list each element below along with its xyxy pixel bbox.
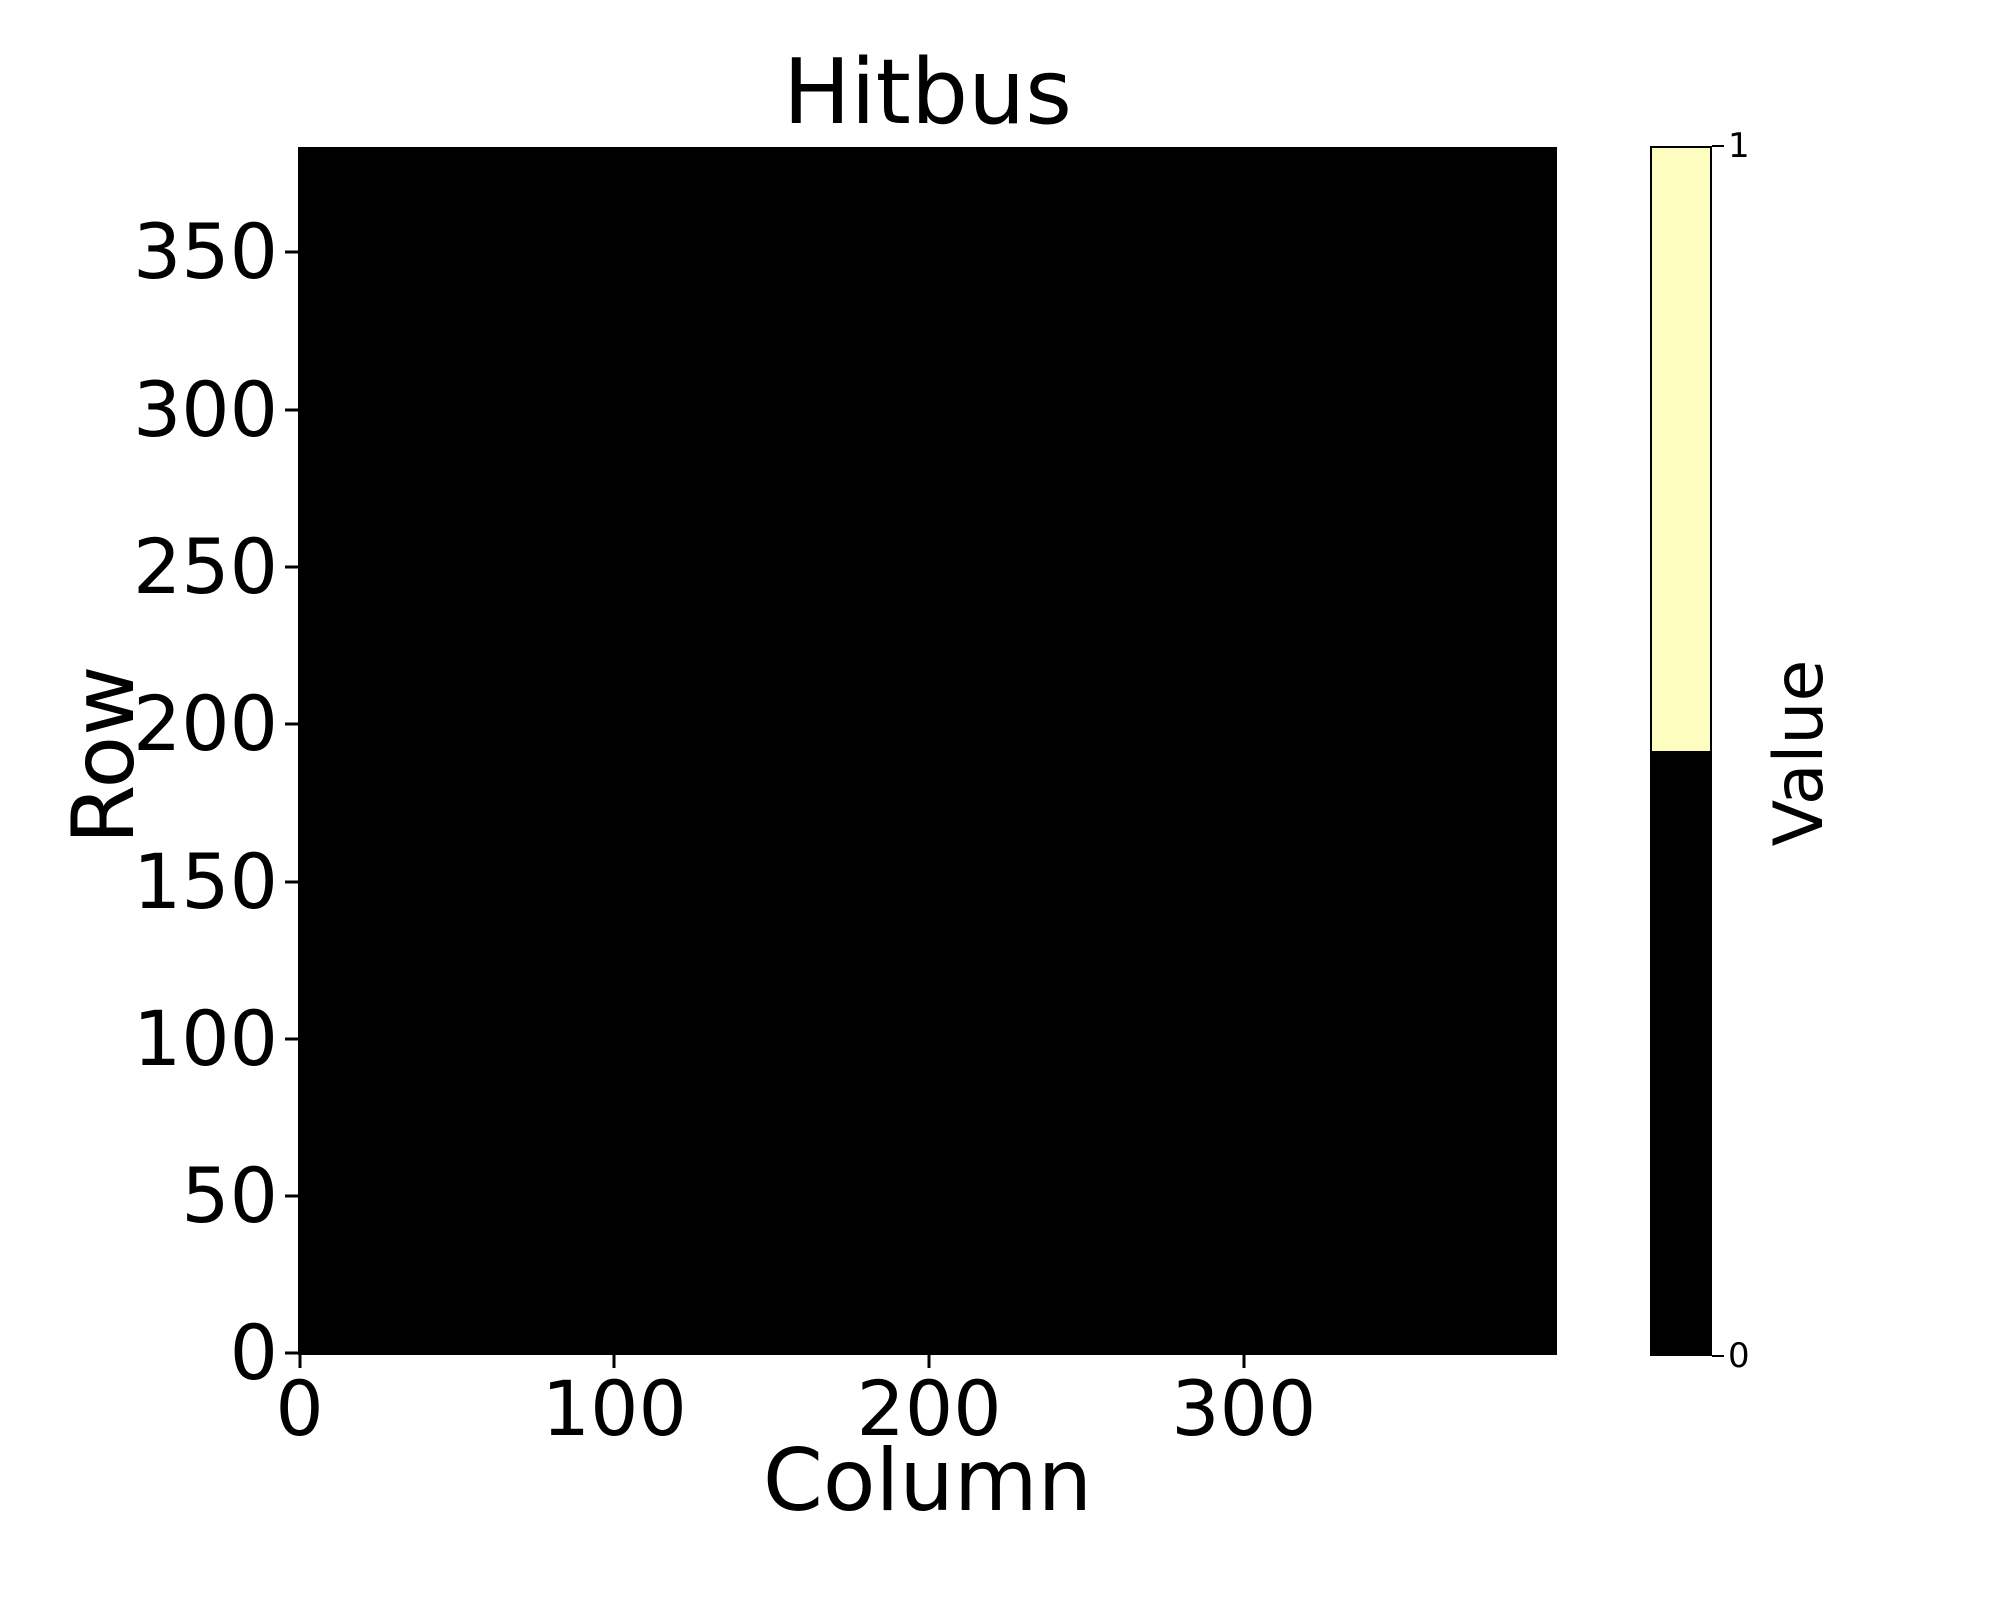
x-axis-label: Column <box>762 1431 1093 1531</box>
colorbar-tick-mark <box>1712 1355 1724 1357</box>
y-tick-label: 150 <box>132 836 278 926</box>
x-tick-mark <box>298 1355 302 1368</box>
y-tick-mark <box>285 1037 298 1041</box>
x-tick-mark <box>612 1355 616 1368</box>
x-tick-mark <box>1242 1355 1246 1368</box>
colorbar-tick-label: 0 <box>1728 1336 1750 1376</box>
colorbar-segment-low <box>1652 751 1710 1354</box>
y-tick-mark <box>285 1351 298 1355</box>
y-tick-label: 250 <box>132 521 278 611</box>
x-tick-mark <box>927 1355 931 1368</box>
y-tick-label: 300 <box>132 364 278 454</box>
y-tick-label: 200 <box>132 679 278 769</box>
colorbar-label: Value <box>1760 659 1839 847</box>
y-tick-mark <box>285 722 298 726</box>
y-tick-label: 350 <box>132 207 278 297</box>
colorbar-tick-label: 1 <box>1728 126 1750 166</box>
y-tick-mark <box>285 1194 298 1198</box>
chart-title: Hitbus <box>782 40 1073 145</box>
y-tick-mark <box>285 408 298 412</box>
y-tick-mark <box>285 250 298 254</box>
colorbar-segment-high <box>1652 148 1710 751</box>
y-axis-label: Row <box>54 665 154 845</box>
x-tick-label: 0 <box>275 1364 324 1453</box>
x-tick-label: 100 <box>541 1364 687 1453</box>
x-tick-label: 300 <box>1171 1364 1317 1453</box>
y-tick-mark <box>285 880 298 884</box>
y-tick-label: 0 <box>229 1308 278 1398</box>
y-tick-label: 50 <box>181 1151 278 1241</box>
heatmap-plot <box>298 147 1557 1355</box>
y-tick-label: 100 <box>132 993 278 1083</box>
colorbar <box>1650 146 1712 1356</box>
colorbar-tick-mark <box>1712 145 1724 147</box>
y-tick-mark <box>285 565 298 569</box>
